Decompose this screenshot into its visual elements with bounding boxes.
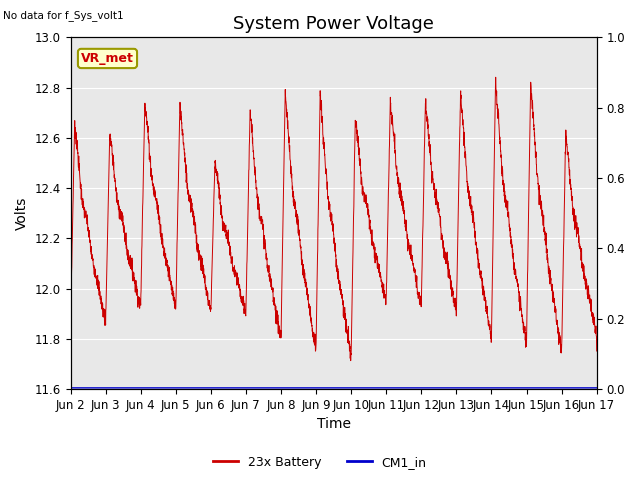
Title: System Power Voltage: System Power Voltage (233, 15, 434, 33)
Text: No data for f_Sys_volt1: No data for f_Sys_volt1 (3, 10, 124, 21)
Y-axis label: Volts: Volts (15, 196, 29, 230)
Text: VR_met: VR_met (81, 52, 134, 65)
X-axis label: Time: Time (317, 418, 351, 432)
Legend: 23x Battery, CM1_in: 23x Battery, CM1_in (208, 451, 432, 474)
